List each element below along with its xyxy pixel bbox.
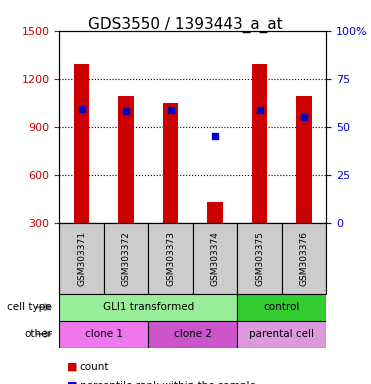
FancyBboxPatch shape <box>104 223 148 294</box>
Bar <box>296 96 312 223</box>
Bar <box>207 202 223 223</box>
Text: GSM303374: GSM303374 <box>211 231 220 286</box>
Bar <box>118 96 134 223</box>
Bar <box>163 103 178 223</box>
Text: control: control <box>264 302 300 312</box>
Text: clone 2: clone 2 <box>174 329 212 339</box>
Bar <box>237 294 326 321</box>
Text: GSM303376: GSM303376 <box>300 231 309 286</box>
Text: parental cell: parental cell <box>249 329 315 339</box>
Text: GLI1 transformed: GLI1 transformed <box>103 302 194 312</box>
Bar <box>74 65 89 223</box>
Text: GSM303371: GSM303371 <box>77 231 86 286</box>
Text: ■: ■ <box>67 362 77 372</box>
FancyBboxPatch shape <box>282 223 326 294</box>
Bar <box>252 63 267 223</box>
Text: GSM303372: GSM303372 <box>122 231 131 286</box>
FancyBboxPatch shape <box>237 223 282 294</box>
Text: GDS3550 / 1393443_a_at: GDS3550 / 1393443_a_at <box>88 17 283 33</box>
Text: count: count <box>80 362 109 372</box>
Text: GSM303375: GSM303375 <box>255 231 264 286</box>
FancyBboxPatch shape <box>148 223 193 294</box>
Text: cell type: cell type <box>7 302 52 312</box>
FancyBboxPatch shape <box>193 223 237 294</box>
Bar <box>59 321 148 348</box>
Bar <box>59 294 237 321</box>
Bar <box>148 321 237 348</box>
Text: other: other <box>24 329 52 339</box>
Text: clone 1: clone 1 <box>85 329 123 339</box>
Text: percentile rank within the sample: percentile rank within the sample <box>80 381 256 384</box>
Text: GSM303373: GSM303373 <box>166 231 175 286</box>
Bar <box>237 321 326 348</box>
Text: ■: ■ <box>67 381 77 384</box>
FancyBboxPatch shape <box>59 223 104 294</box>
